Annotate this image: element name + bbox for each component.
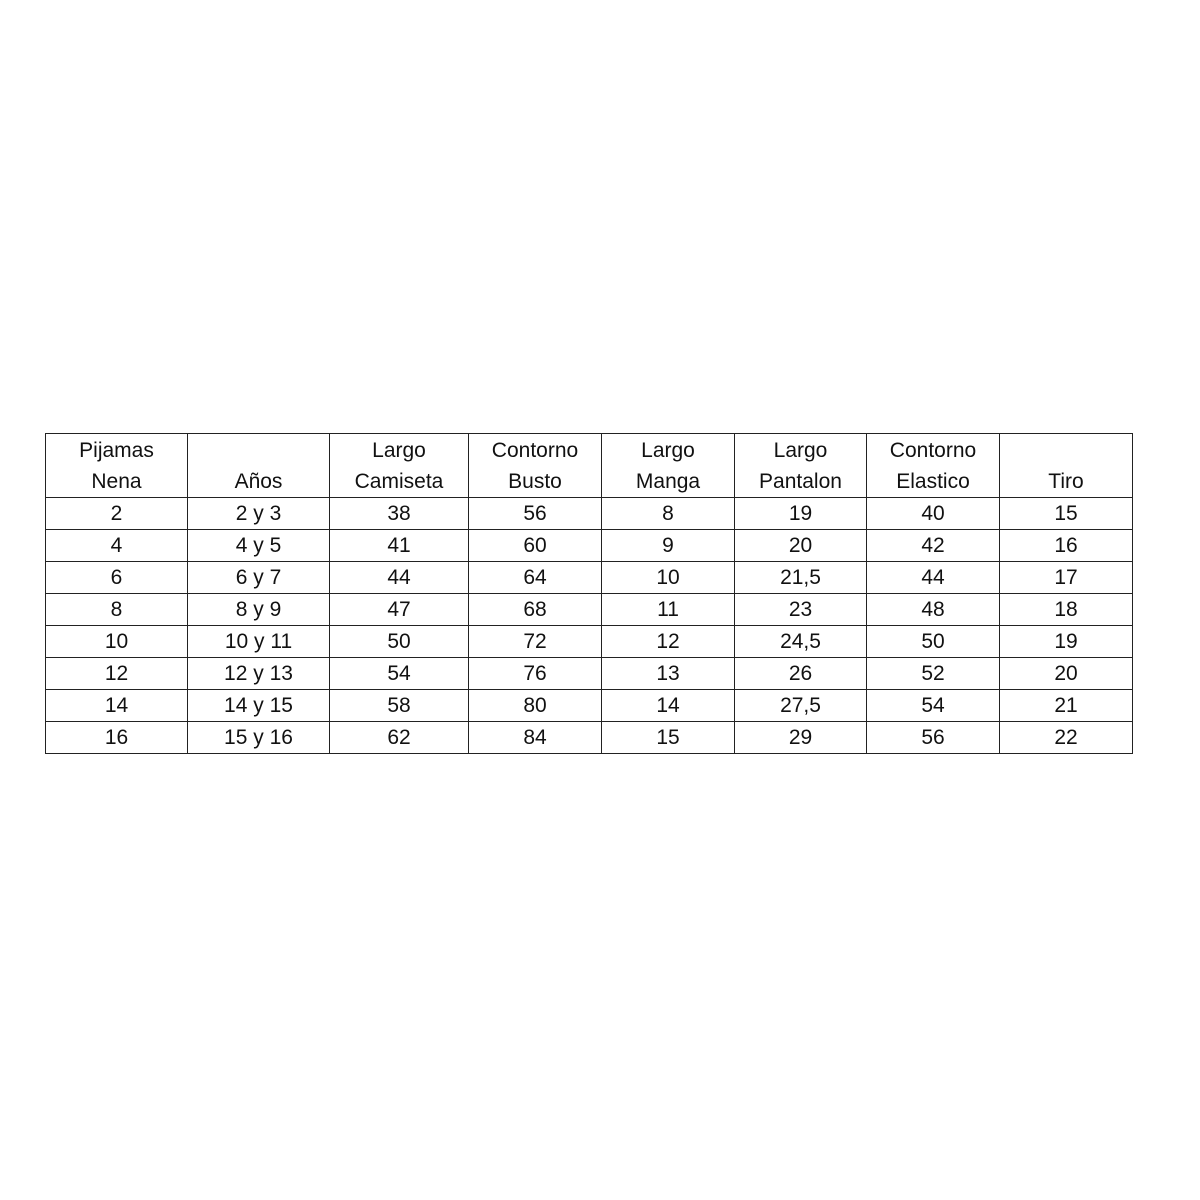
table-cell: 41 (329, 529, 469, 562)
table-cell: 64 (468, 561, 602, 594)
table-cell: 40 (866, 497, 1000, 530)
table-cell: 4 y 5 (187, 529, 330, 562)
table-cell: 2 y 3 (187, 497, 330, 530)
table-cell: 16 (999, 529, 1133, 562)
column-header: Largo Manga (601, 433, 735, 498)
table-cell: 44 (866, 561, 1000, 594)
table-cell: 10 y 11 (187, 625, 330, 658)
table-cell: 17 (999, 561, 1133, 594)
table-cell: 14 y 15 (187, 689, 330, 722)
table-cell: 15 y 16 (187, 721, 330, 754)
header-line: Tiro (1048, 470, 1084, 493)
column-header: Contorno Elastico (866, 433, 1000, 498)
header-line: Contorno (889, 439, 977, 462)
table-cell: 72 (468, 625, 602, 658)
header-line (1000, 435, 1132, 466)
table-cell: 38 (329, 497, 469, 530)
table-row: 12 12 y 13 54 76 13 26 52 20 (45, 657, 1133, 690)
table-cell: 22 (999, 721, 1133, 754)
table-row: 14 14 y 15 58 80 14 27,5 54 21 (45, 689, 1133, 722)
column-header: Años (187, 433, 330, 498)
table-cell: 8 (45, 593, 188, 626)
table-cell: 58 (329, 689, 469, 722)
table-row: 10 10 y 11 50 72 12 24,5 50 19 (45, 625, 1133, 658)
header-line: Largo (773, 439, 828, 462)
table-cell: 16 (45, 721, 188, 754)
table-cell: 62 (329, 721, 469, 754)
table-cell: 26 (734, 657, 867, 690)
table-cell: 60 (468, 529, 602, 562)
column-header: Contorno Busto (468, 433, 602, 498)
table-cell: 15 (601, 721, 735, 754)
size-table: Pijamas Nena Años Largo Camiseta Contorno Bus… (45, 433, 1133, 754)
header-line: Manga (635, 470, 701, 493)
header-line: Contorno (491, 439, 579, 462)
header-line: Largo (641, 439, 695, 462)
header-line: Pantalon (759, 470, 842, 493)
table-cell: 56 (866, 721, 1000, 754)
table-cell: 15 (999, 497, 1133, 530)
table-cell: 14 (45, 689, 188, 722)
table-cell: 19 (999, 625, 1133, 658)
table-cell: 10 (45, 625, 188, 658)
table-cell: 47 (329, 593, 469, 626)
table-cell: 23 (734, 593, 867, 626)
table-cell: 12 (601, 625, 735, 658)
table-cell: 12 (45, 657, 188, 690)
table-cell: 9 (601, 529, 735, 562)
table-cell: 54 (866, 689, 1000, 722)
table-cell: 14 (601, 689, 735, 722)
table-cell: 21,5 (734, 561, 867, 594)
header-line: Años (234, 470, 283, 493)
table-cell: 54 (329, 657, 469, 690)
column-header: Tiro (999, 433, 1133, 498)
table-cell: 4 (45, 529, 188, 562)
header-line: Camiseta (354, 470, 444, 493)
header-line (188, 435, 329, 466)
table-cell: 20 (734, 529, 867, 562)
header-line: Busto (508, 470, 562, 493)
table-cell: 76 (468, 657, 602, 690)
header-line: Largo (372, 439, 426, 462)
column-header: Pijamas Nena (45, 433, 188, 498)
table-cell: 80 (468, 689, 602, 722)
header-row: Pijamas Nena Años Largo Camiseta Contorno Bus… (45, 433, 1133, 498)
table-cell: 8 (601, 497, 735, 530)
column-header: Largo Pantalon (734, 433, 867, 498)
table-cell: 8 y 9 (187, 593, 330, 626)
table-cell: 11 (601, 593, 735, 626)
table-cell: 19 (734, 497, 867, 530)
table-cell: 21 (999, 689, 1133, 722)
table-cell: 42 (866, 529, 1000, 562)
table-cell: 68 (468, 593, 602, 626)
column-header: Largo Camiseta (329, 433, 469, 498)
table-row: 16 15 y 16 62 84 15 29 56 22 (45, 721, 1133, 754)
table-cell: 29 (734, 721, 867, 754)
table-cell: 50 (866, 625, 1000, 658)
table-cell: 24,5 (734, 625, 867, 658)
header-line: Elastico (896, 470, 970, 493)
table-cell: 56 (468, 497, 602, 530)
table-cell: 10 (601, 561, 735, 594)
header-line: Pijamas (79, 439, 154, 462)
table-cell: 52 (866, 657, 1000, 690)
table-cell: 18 (999, 593, 1133, 626)
table-cell: 27,5 (734, 689, 867, 722)
table-cell: 6 (45, 561, 188, 594)
table-cell: 12 y 13 (187, 657, 330, 690)
table-cell: 20 (999, 657, 1133, 690)
table-cell: 6 y 7 (187, 561, 330, 594)
table-cell: 84 (468, 721, 602, 754)
header-line: Nena (91, 470, 142, 493)
table-cell: 50 (329, 625, 469, 658)
table-cell: 44 (329, 561, 469, 594)
table-cell: 13 (601, 657, 735, 690)
table-cell: 2 (45, 497, 188, 530)
table-cell: 48 (866, 593, 1000, 626)
